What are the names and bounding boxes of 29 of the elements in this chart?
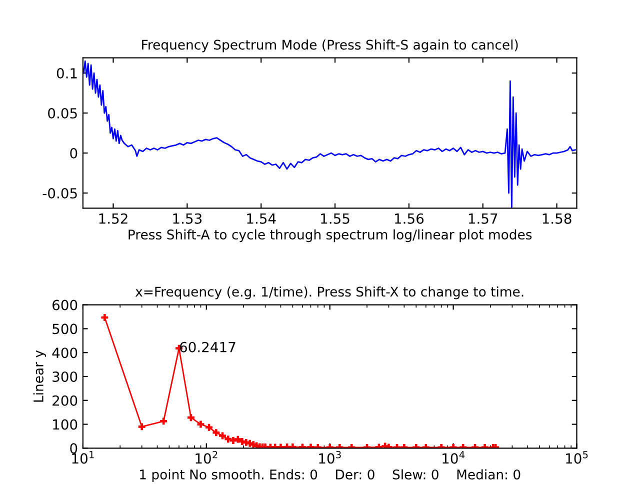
- y-tick-label: 300: [52, 371, 78, 382]
- y-tick-label: 500: [52, 324, 78, 334]
- y-tick-label: 400: [52, 348, 78, 358]
- y-tick-label: 100: [53, 419, 78, 430]
- y-tick-label: 0.1: [56, 68, 77, 79]
- annotation: 60.2417: [180, 342, 236, 352]
- line-series: [82, 60, 576, 208]
- y-tick-label: -0.05: [42, 188, 77, 199]
- chart-title: x=Frequency (e.g. 1/time). Press Shift-X to change to time.: [135, 286, 524, 300]
- y-tick-label: 0: [70, 148, 78, 159]
- y-tick-label: 0: [70, 443, 78, 454]
- x-tick-label: 1.52: [99, 213, 128, 224]
- y-axis-title: Linear y: [33, 350, 46, 402]
- y-tick-label: 200: [52, 395, 78, 406]
- x-tick-label: 1.53: [173, 213, 202, 224]
- x-axis-title: 1 point No smooth. Ends: 0 Der: 0 Slew: 0 Median: 0: [140, 469, 520, 482]
- x-tick-label: 10$^{2}$: [196, 450, 218, 464]
- x-tick-label: 10$^{4}$: [442, 451, 465, 464]
- x-tick-label: 1.57: [468, 214, 498, 224]
- x-tick-label: 1.58: [542, 213, 572, 224]
- x-tick-label: 1.54: [247, 214, 276, 224]
- chart-title: Frequency Spectrum Mode (Press Shift-S again to cancel): [142, 39, 518, 52]
- x-tick-label: 1.55: [321, 214, 350, 224]
- x-tick-label: 1.56: [395, 213, 424, 224]
- x-axis-title: Press Shift-A to cycle through spectrum log/linear plot modes: [128, 229, 532, 242]
- x-tick-label: 10$^{3}$: [319, 450, 341, 464]
- x-tick-label: 10$^{5}$: [566, 451, 588, 464]
- y-tick-label: 0.05: [48, 108, 77, 119]
- y-tick-label: 600: [52, 300, 78, 310]
